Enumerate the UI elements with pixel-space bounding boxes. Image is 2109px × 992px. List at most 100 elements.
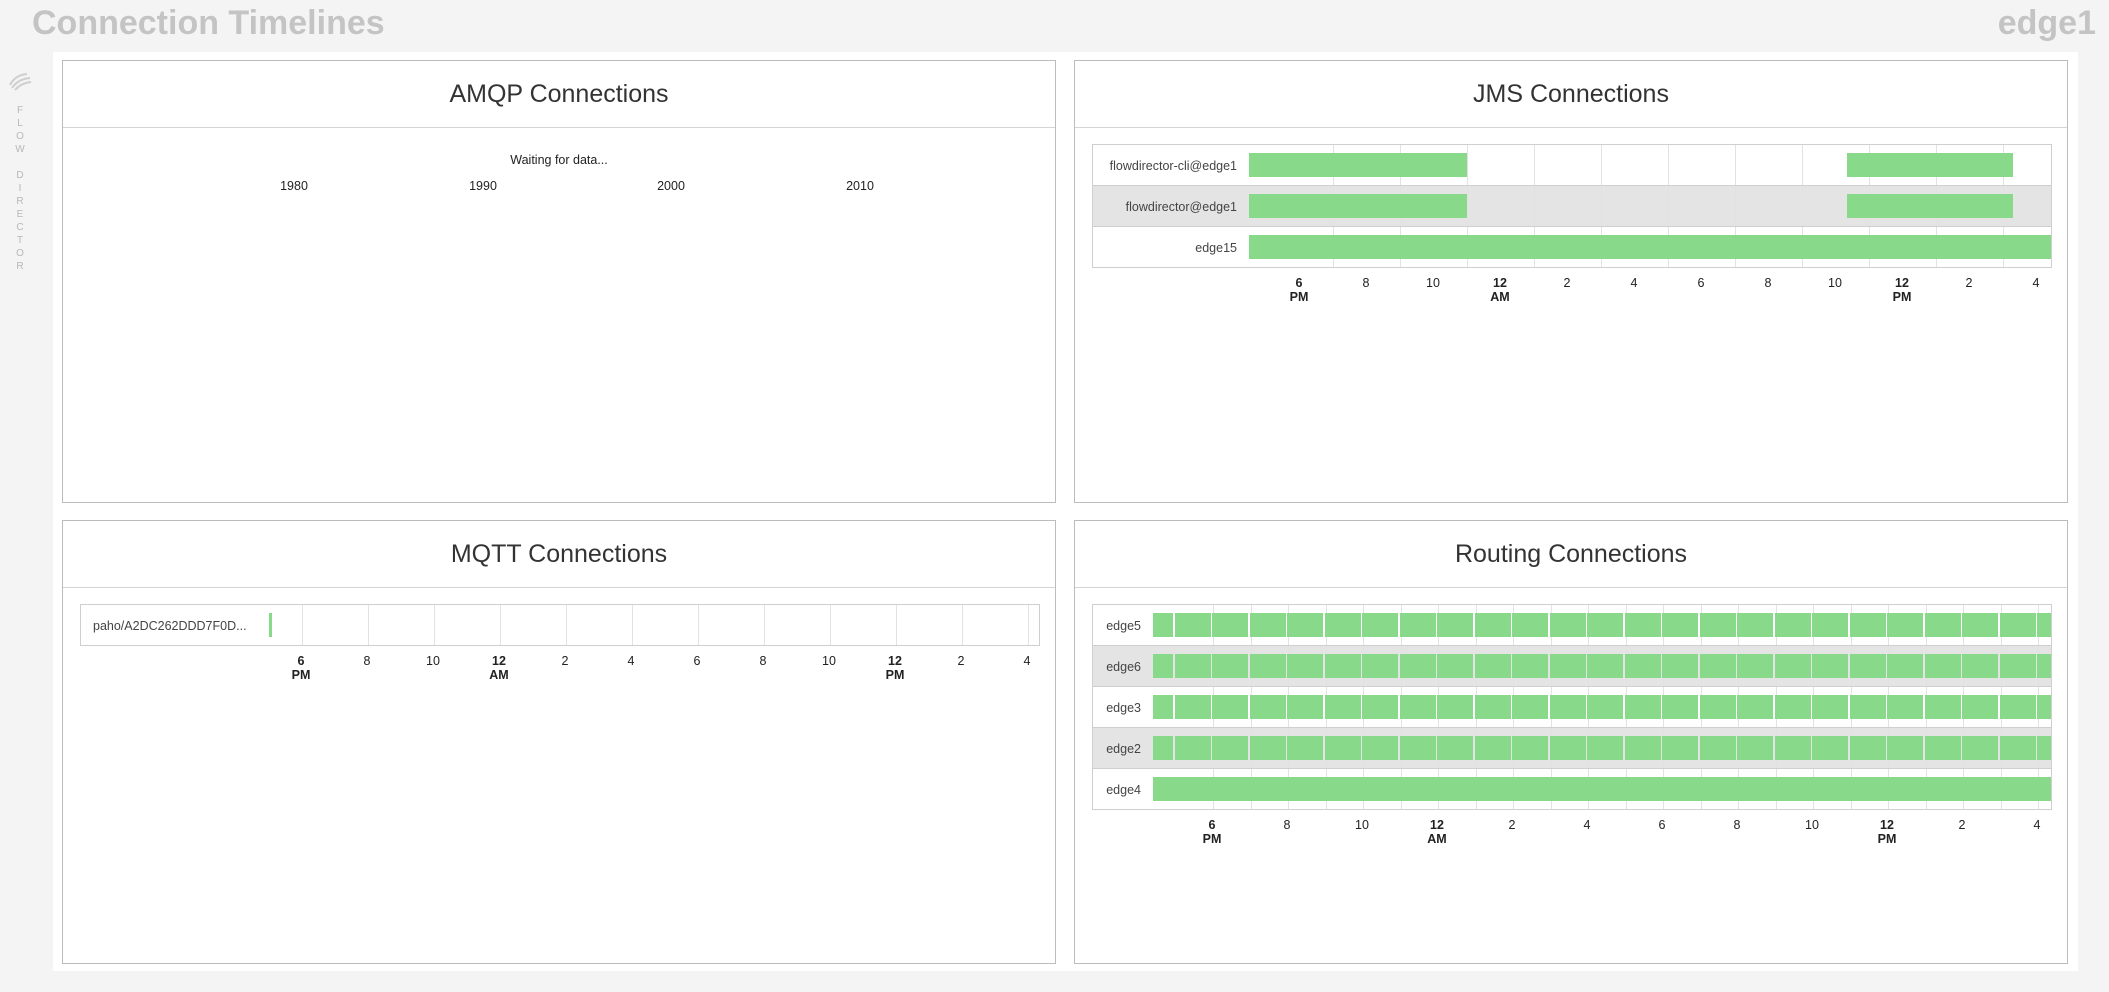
connection-bar[interactable] <box>1362 613 1398 637</box>
connection-bar[interactable] <box>1812 654 1848 678</box>
connection-bar[interactable] <box>1850 613 1886 637</box>
connection-bar[interactable] <box>1437 695 1473 719</box>
connection-bar[interactable] <box>1925 654 1961 678</box>
connection-bar[interactable] <box>1925 695 1961 719</box>
connection-bar[interactable] <box>1400 654 1436 678</box>
connection-bar[interactable] <box>1475 613 1511 637</box>
connection-bar[interactable] <box>1625 736 1661 760</box>
connection-bar[interactable] <box>1362 695 1398 719</box>
connection-bar[interactable] <box>1153 777 2051 801</box>
connection-bar[interactable] <box>1325 736 1361 760</box>
connection-bar[interactable] <box>1850 695 1886 719</box>
connection-bar[interactable] <box>1550 613 1586 637</box>
connection-bar[interactable] <box>1775 695 1811 719</box>
connection-bar[interactable] <box>1737 695 1773 719</box>
connection-bar[interactable] <box>1437 736 1473 760</box>
connection-bar[interactable] <box>1512 736 1548 760</box>
connection-bar[interactable] <box>1775 654 1811 678</box>
connection-bar[interactable] <box>1512 695 1548 719</box>
connection-bar[interactable] <box>1437 613 1473 637</box>
connection-bar[interactable] <box>1212 736 1248 760</box>
connection-bar[interactable] <box>2000 654 2036 678</box>
connection-bar[interactable] <box>1587 654 1623 678</box>
connection-bar[interactable] <box>1775 613 1811 637</box>
connection-bar[interactable] <box>1325 613 1361 637</box>
connection-bar[interactable] <box>1249 194 1467 218</box>
connection-bar[interactable] <box>1153 613 1173 637</box>
connection-bar[interactable] <box>1587 695 1623 719</box>
connection-bar[interactable] <box>1550 695 1586 719</box>
connection-bar[interactable] <box>1700 654 1736 678</box>
connection-bar[interactable] <box>2051 194 2052 218</box>
connection-bar[interactable] <box>2037 695 2051 719</box>
connection-bar[interactable] <box>1587 613 1623 637</box>
connection-bar[interactable] <box>1212 613 1248 637</box>
connection-bar[interactable] <box>1887 695 1923 719</box>
connection-bar[interactable] <box>1475 695 1511 719</box>
connection-bar[interactable] <box>1850 736 1886 760</box>
connection-bar[interactable] <box>1847 194 2013 218</box>
connection-bar[interactable] <box>1812 736 1848 760</box>
connection-bar[interactable] <box>2037 654 2051 678</box>
connection-bar[interactable] <box>1700 695 1736 719</box>
connection-bar[interactable] <box>1737 736 1773 760</box>
connection-bar[interactable] <box>1325 654 1361 678</box>
connection-bar[interactable] <box>1887 654 1923 678</box>
connection-bar[interactable] <box>1475 736 1511 760</box>
connection-bar[interactable] <box>1287 654 1323 678</box>
connection-bar[interactable] <box>1250 736 1286 760</box>
connection-bar[interactable] <box>1662 654 1698 678</box>
connection-bar[interactable] <box>2000 695 2036 719</box>
connection-bar[interactable] <box>1550 736 1586 760</box>
connection-bar[interactable] <box>2000 736 2036 760</box>
connection-bar[interactable] <box>1962 695 1998 719</box>
connection-bar[interactable] <box>1887 613 1923 637</box>
connection-bar[interactable] <box>1962 736 1998 760</box>
connection-bar[interactable] <box>1775 736 1811 760</box>
connection-bar[interactable] <box>1737 654 1773 678</box>
connection-bar[interactable] <box>1550 654 1586 678</box>
connection-bar[interactable] <box>2037 613 2051 637</box>
connection-bar[interactable] <box>1287 736 1323 760</box>
connection-bar[interactable] <box>1362 654 1398 678</box>
connection-bar[interactable] <box>2037 736 2051 760</box>
connection-bar[interactable] <box>1925 736 1961 760</box>
connection-bar[interactable] <box>1287 613 1323 637</box>
connection-bar[interactable] <box>1250 695 1286 719</box>
connection-bar[interactable] <box>1662 613 1698 637</box>
connection-bar[interactable] <box>1962 654 1998 678</box>
connection-bar[interactable] <box>2000 613 2036 637</box>
connection-bar[interactable] <box>1437 654 1473 678</box>
connection-bar[interactable] <box>269 613 272 637</box>
connection-bar[interactable] <box>1175 654 1211 678</box>
connection-bar[interactable] <box>1847 153 2013 177</box>
connection-bar[interactable] <box>1512 613 1548 637</box>
connection-bar[interactable] <box>1700 736 1736 760</box>
connection-bar[interactable] <box>1362 736 1398 760</box>
connection-bar[interactable] <box>1887 736 1923 760</box>
connection-bar[interactable] <box>1153 695 1173 719</box>
connection-bar[interactable] <box>1212 695 1248 719</box>
connection-bar[interactable] <box>1175 736 1211 760</box>
connection-bar[interactable] <box>1475 654 1511 678</box>
connection-bar[interactable] <box>1700 613 1736 637</box>
connection-bar[interactable] <box>1400 736 1436 760</box>
connection-bar[interactable] <box>1175 613 1211 637</box>
connection-bar[interactable] <box>1250 654 1286 678</box>
connection-bar[interactable] <box>1812 613 1848 637</box>
connection-bar[interactable] <box>1249 153 1467 177</box>
connection-bar[interactable] <box>1737 613 1773 637</box>
connection-bar[interactable] <box>1587 736 1623 760</box>
connection-bar[interactable] <box>1212 654 1248 678</box>
connection-bar[interactable] <box>1325 695 1361 719</box>
connection-bar[interactable] <box>1400 695 1436 719</box>
connection-bar[interactable] <box>1625 613 1661 637</box>
connection-bar[interactable] <box>1850 654 1886 678</box>
connection-bar[interactable] <box>1662 695 1698 719</box>
connection-bar[interactable] <box>1249 235 2051 259</box>
connection-bar[interactable] <box>2051 153 2052 177</box>
connection-bar[interactable] <box>1625 695 1661 719</box>
connection-bar[interactable] <box>1925 613 1961 637</box>
connection-bar[interactable] <box>1250 613 1286 637</box>
connection-bar[interactable] <box>1512 654 1548 678</box>
